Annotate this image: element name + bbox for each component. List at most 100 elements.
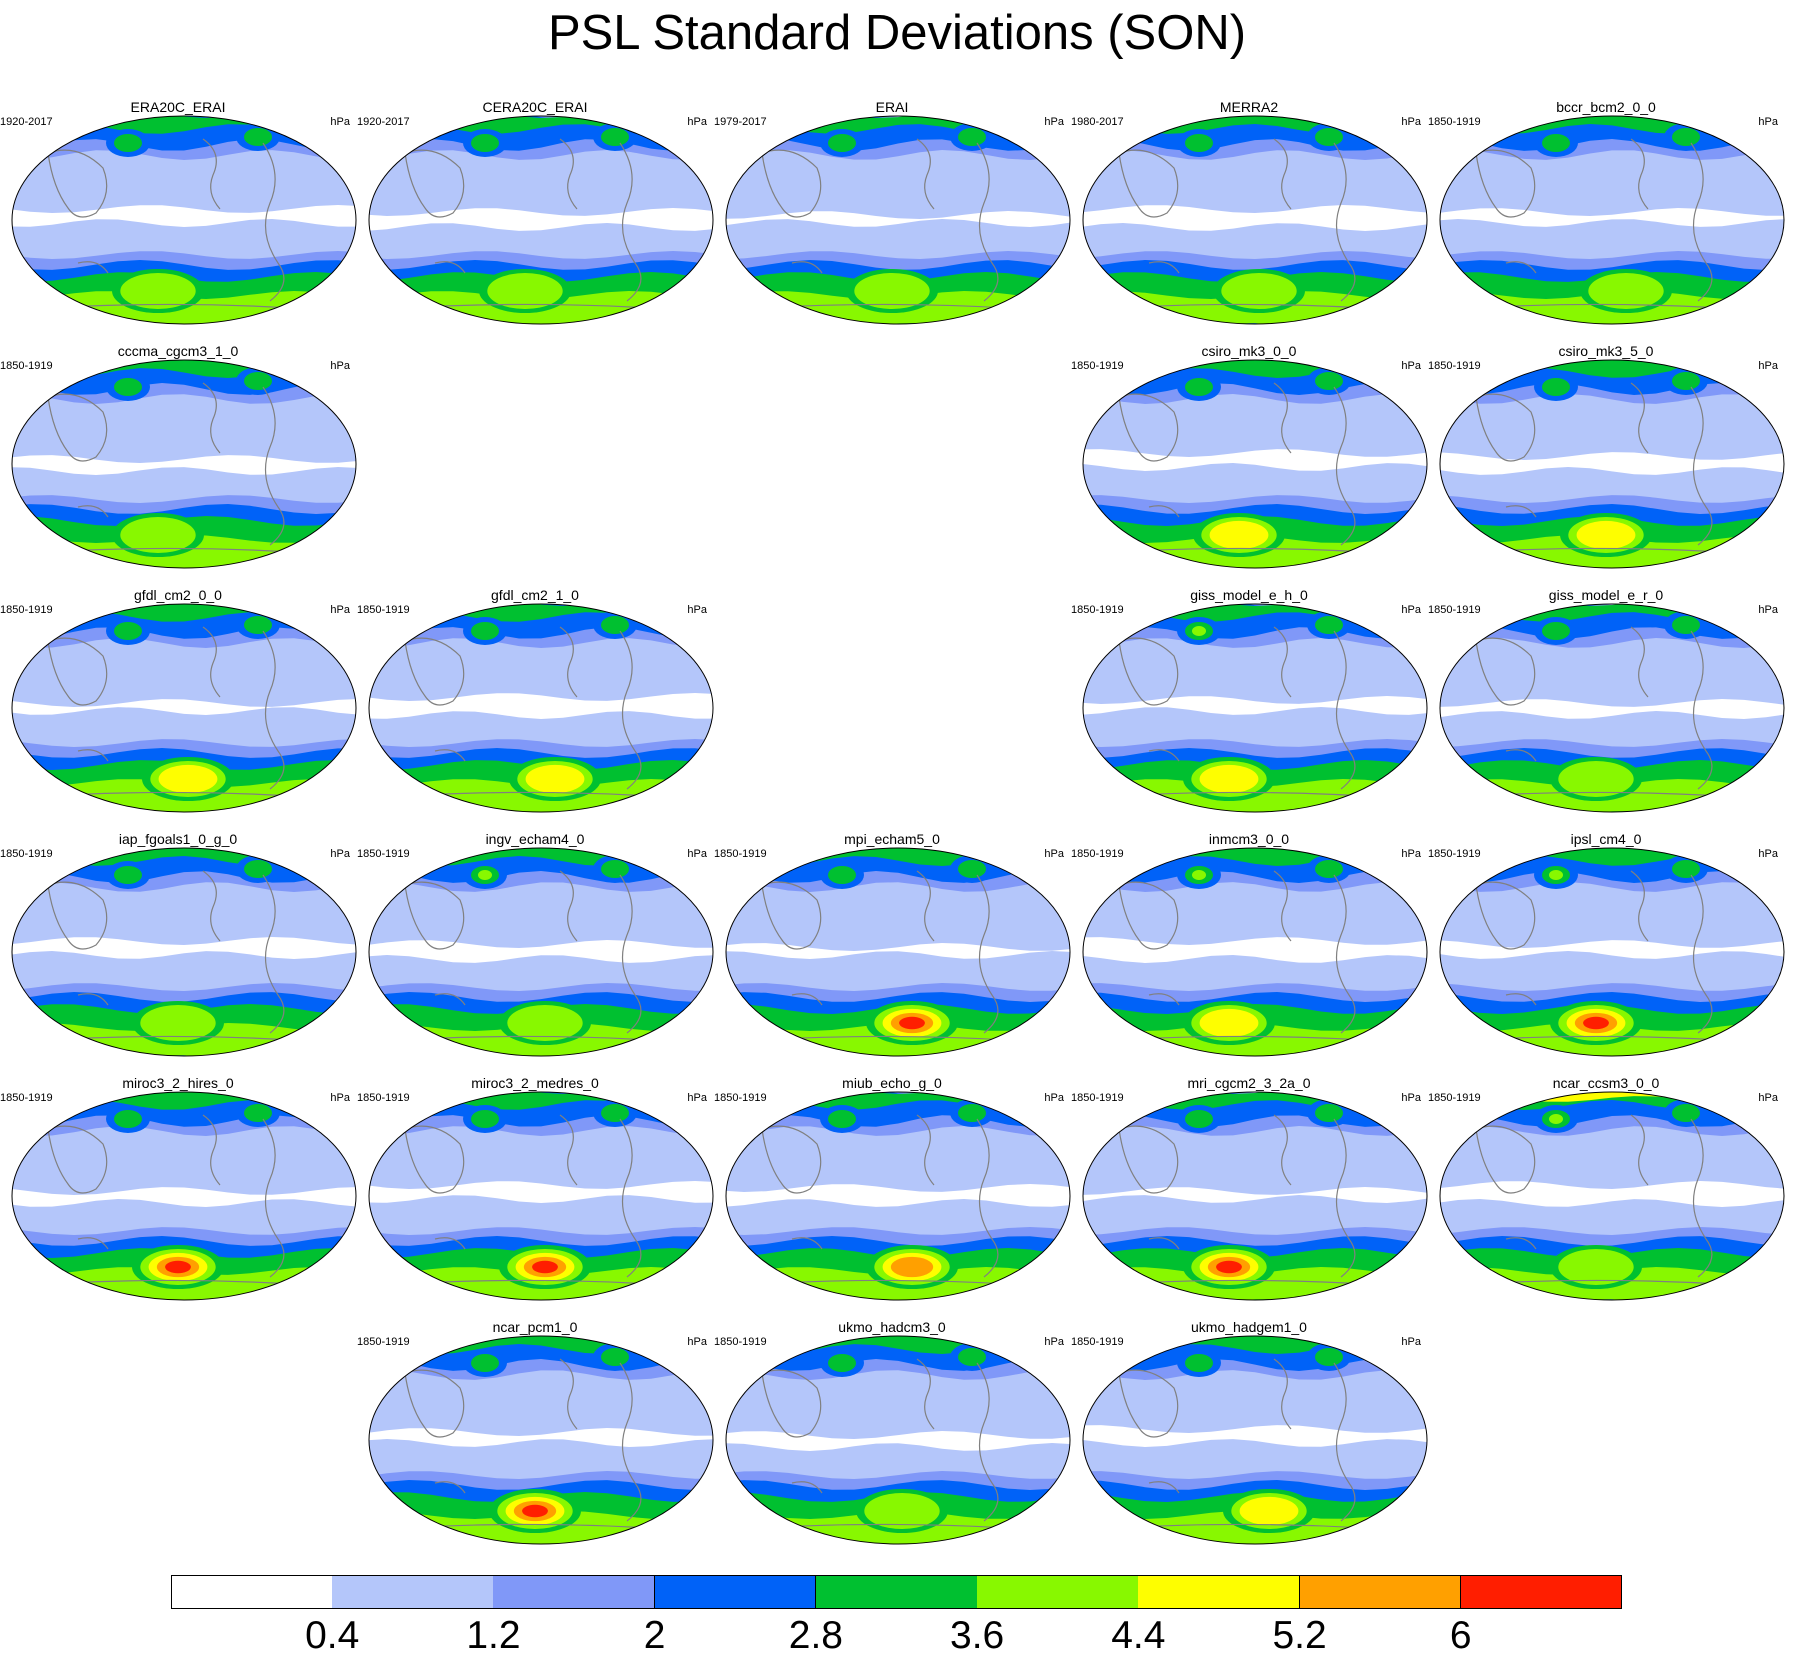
coastline [791,1237,823,1250]
tropical-low-variance [1440,699,1784,719]
tropical-low-variance [12,699,356,715]
map-outline [1439,603,1785,813]
panel-period: 1850-1919 [1428,604,1481,616]
coastline [434,261,466,274]
tropical-low-variance [12,455,356,475]
coastline [916,1114,935,1186]
coastline [619,142,642,302]
colorbar-box [171,1575,333,1609]
coastline [1148,1237,1180,1250]
coastline [1148,261,1180,274]
map-outline [725,1335,1071,1545]
map-panel: ncar_ccsm3_0_0 1850-1919 hPa [1428,1075,1785,1303]
coastline [262,874,285,1034]
panel-period: 1850-1919 [357,848,410,860]
coastline [1118,1369,1179,1438]
coastline [1630,382,1649,454]
tropical-low-variance [1440,1181,1784,1207]
panel-title: cccma_cgcm3_1_0 [117,343,239,359]
map-plot [11,847,357,1057]
coastline [559,1358,578,1430]
panel-unit: hPa [1758,848,1778,860]
coastline [1505,993,1537,1006]
colorbar-tick-label: 2.8 [788,1614,843,1657]
coastline [761,149,822,218]
coastline [47,637,108,706]
colorbar-box [1460,1575,1623,1609]
panel-period: 1850-1919 [1071,360,1124,372]
coastline [761,1369,822,1438]
map-plot [725,1335,1071,1545]
panel-title: CERA20C_ERAI [482,99,588,115]
map-outline [11,359,357,569]
coastline [1148,993,1180,1006]
coastline [262,386,285,546]
panel-title: miroc3_2_medres_0 [471,1075,599,1091]
panel-period: 1850-1919 [714,848,767,860]
map-plot [1082,1091,1428,1301]
map-panel: inmcm3_0_0 1850-1919 hPa [1071,831,1428,1059]
panel-period: 1850-1919 [1071,848,1124,860]
coastline [1148,749,1180,762]
coastline [1630,138,1649,210]
map-plot [725,1091,1071,1301]
panel-title: ERA20C_ERAI [130,99,226,115]
map-plot [11,115,357,325]
coastline [1118,393,1179,462]
coastline [202,870,221,942]
map-outline [725,115,1071,325]
panel-unit: hPa [1401,360,1421,372]
coastline [1505,505,1537,518]
map-panel: miroc3_2_medres_0 1850-1919 hPa [357,1075,714,1303]
map-outline [1082,603,1428,813]
coastline [1475,149,1536,218]
panel-period: 1850-1919 [1428,116,1481,128]
map-panel: mpi_echam5_0 1850-1919 hPa [714,831,1071,1059]
tropical-low-variance [1083,1187,1427,1203]
panel-unit: hPa [1758,604,1778,616]
map-plot [11,359,357,569]
map-outline [1082,1335,1428,1545]
coastline [47,1125,108,1194]
map-outline [1439,847,1785,1057]
panel-period: 1850-1919 [1071,604,1124,616]
map-panel: MERRA2 1980-2017 hPa [1071,99,1428,327]
panel-unit: hPa [1044,116,1064,128]
coastline [77,993,109,1006]
tropical-low-variance [1083,937,1427,963]
panel-period: 1850-1919 [1428,1092,1481,1104]
map-plot [1439,1091,1785,1301]
coastline [1505,1237,1537,1250]
coastline [1118,1125,1179,1194]
panel-title: ncar_pcm1_0 [492,1319,578,1335]
coastline [262,630,285,790]
map-outline [1439,115,1785,325]
panel-period: 1980-2017 [1071,116,1124,128]
map-outline [725,1091,1071,1301]
coastline [202,626,221,698]
coastline [202,1114,221,1186]
panel-period: 1850-1919 [357,1092,410,1104]
map-panel: ingv_echam4_0 1850-1919 hPa [357,831,714,1059]
panel-period: 1850-1919 [1071,1092,1124,1104]
tropical-low-variance [369,208,713,231]
panel-title: mri_cgcm2_3_2a_0 [1187,1075,1311,1091]
colorbar-tick-label: 4.4 [1111,1614,1166,1657]
colorbar-box [493,1575,656,1609]
panel-period: 1850-1919 [0,360,53,372]
coastline [77,505,109,518]
panel-period: 1850-1919 [0,604,53,616]
coastline [1118,881,1179,950]
map-outline [368,115,714,325]
colorbar-tick-label: 3.6 [950,1614,1005,1657]
figure-title: PSL Standard Deviations (SON) [547,6,1247,60]
tropical-low-variance [726,1184,1070,1207]
coastline [434,1237,466,1250]
coastline [404,881,465,950]
tropical-low-variance [12,1187,356,1207]
map-plot [1439,115,1785,325]
coastline [1333,874,1356,1034]
panel-period: 1850-1919 [0,848,53,860]
coastline [1148,1481,1180,1494]
map-plot [1439,603,1785,813]
